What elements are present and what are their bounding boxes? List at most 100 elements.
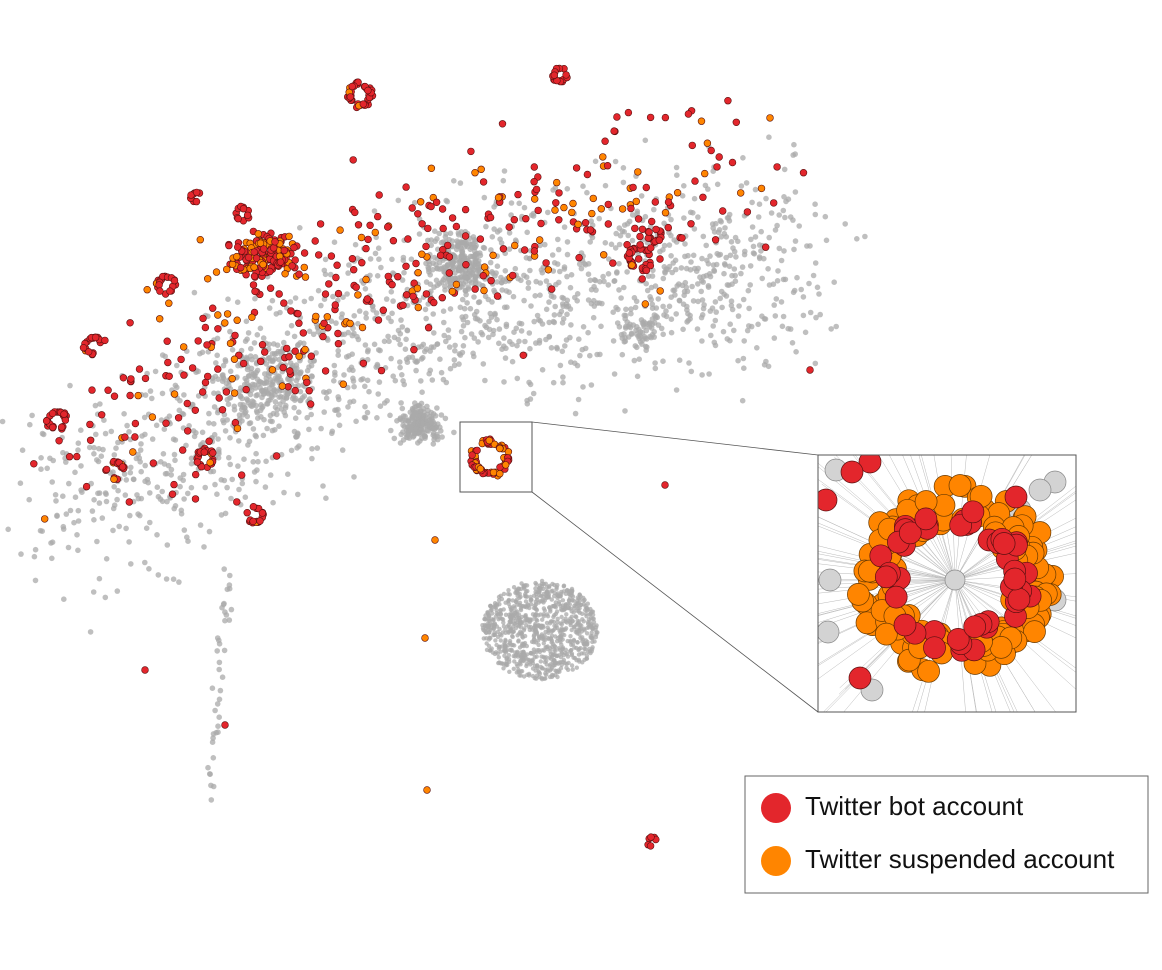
- node: [86, 420, 94, 429]
- node: [486, 326, 493, 333]
- node: [222, 357, 229, 363]
- node: [812, 360, 819, 367]
- node: [673, 387, 680, 393]
- node: [771, 335, 778, 341]
- node: [681, 183, 687, 189]
- node: [366, 388, 372, 395]
- node: [515, 633, 520, 638]
- node: [542, 241, 548, 248]
- node: [579, 602, 584, 607]
- edge: [818, 525, 956, 581]
- node: [498, 638, 503, 643]
- node: [127, 375, 135, 383]
- node: [553, 668, 558, 673]
- node: [524, 583, 530, 588]
- node: [587, 239, 593, 245]
- node: [74, 532, 80, 538]
- node: [499, 287, 506, 293]
- node: [114, 496, 120, 503]
- node: [403, 431, 410, 438]
- node: [86, 444, 93, 451]
- node: [90, 589, 97, 595]
- node: [78, 463, 84, 469]
- edge: [954, 485, 1076, 581]
- node: [312, 312, 320, 321]
- node: [364, 86, 372, 95]
- node: [590, 314, 597, 321]
- node: [550, 71, 558, 79]
- node: [115, 487, 121, 494]
- node: [72, 469, 78, 476]
- node: [547, 621, 553, 626]
- node: [186, 423, 192, 429]
- node: [233, 424, 242, 433]
- node: [390, 373, 397, 380]
- node: [445, 276, 452, 282]
- node: [584, 631, 590, 636]
- node: [213, 360, 219, 366]
- node: [647, 833, 655, 841]
- node: [575, 618, 580, 623]
- node: [634, 373, 641, 380]
- node: [666, 303, 673, 310]
- node: [574, 603, 580, 608]
- node: [402, 418, 409, 424]
- node: [287, 299, 294, 305]
- node: [227, 395, 233, 401]
- node: [44, 465, 50, 472]
- node: [398, 317, 404, 323]
- node: [549, 597, 554, 602]
- node: [254, 332, 261, 338]
- node: [177, 355, 185, 364]
- node: [156, 315, 164, 323]
- node: [401, 381, 408, 388]
- node: [554, 639, 560, 644]
- node: [181, 496, 187, 502]
- node: [676, 357, 683, 364]
- node: [165, 372, 173, 380]
- node: [188, 364, 197, 372]
- node: [291, 256, 299, 264]
- node: [588, 300, 595, 307]
- node: [397, 364, 403, 371]
- node: [554, 346, 560, 352]
- node: [512, 265, 519, 272]
- node: [271, 341, 277, 347]
- node: [503, 627, 508, 632]
- node: [652, 225, 660, 234]
- node: [548, 345, 555, 351]
- node: [1028, 478, 1052, 502]
- node: [597, 278, 603, 285]
- node: [582, 597, 587, 603]
- node: [535, 648, 540, 653]
- node: [416, 231, 423, 237]
- edge: [825, 579, 956, 712]
- node: [308, 373, 315, 379]
- node: [108, 428, 115, 435]
- node: [301, 273, 310, 281]
- node: [264, 380, 270, 386]
- node: [769, 199, 778, 207]
- node: [462, 279, 469, 285]
- node: [557, 268, 563, 275]
- node: [540, 666, 545, 671]
- node: [624, 221, 631, 227]
- node: [214, 311, 222, 319]
- node: [736, 303, 742, 309]
- node: [243, 509, 251, 517]
- node: [774, 222, 780, 229]
- node: [601, 137, 609, 145]
- node: [94, 457, 100, 463]
- node: [580, 324, 587, 330]
- node: [560, 303, 566, 310]
- node: [124, 422, 130, 429]
- node: [495, 634, 501, 640]
- node: [306, 426, 312, 433]
- node: [772, 227, 779, 233]
- node: [688, 368, 695, 375]
- node: [209, 449, 217, 457]
- node: [364, 235, 372, 244]
- node: [441, 332, 448, 339]
- node: [531, 632, 537, 638]
